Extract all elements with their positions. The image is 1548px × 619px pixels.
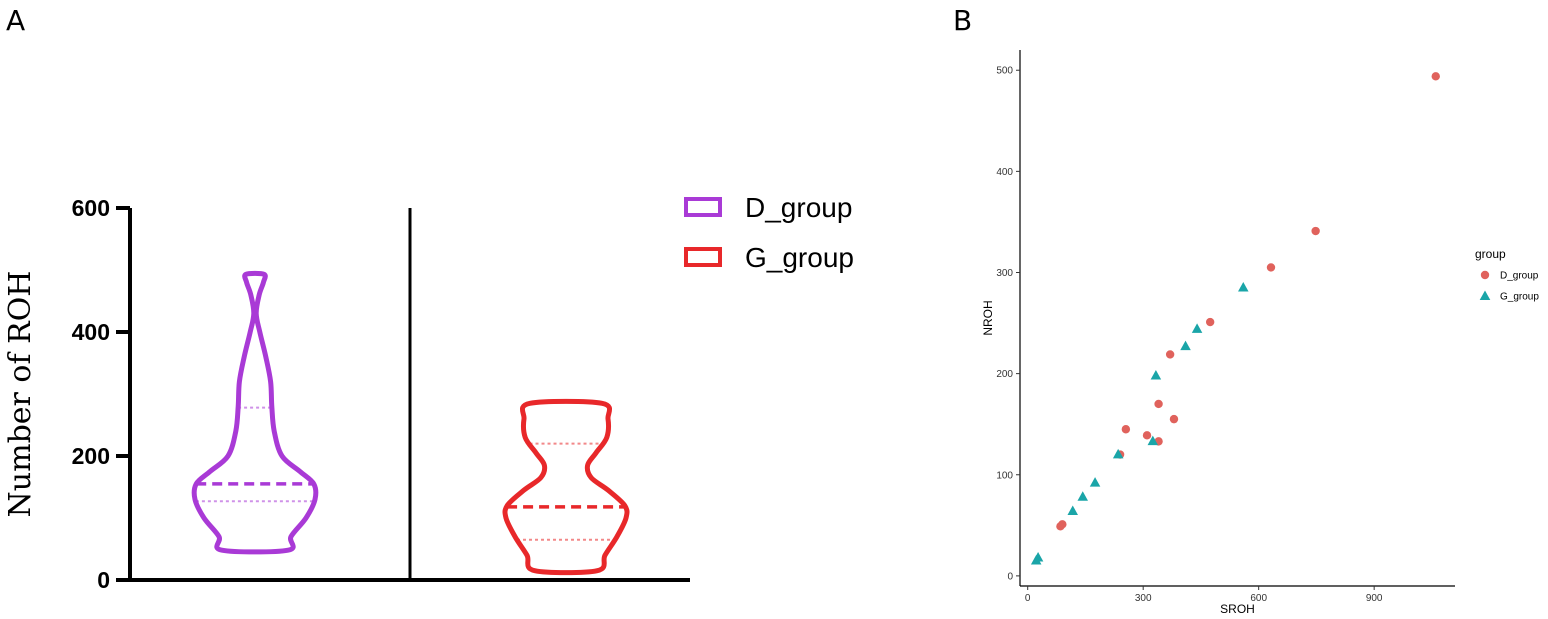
legend-swatch-g-group — [684, 247, 722, 267]
violin-plot-panel: 0 200 400 600 Number of ROH D_group G_group — [3, 192, 854, 593]
x-tick-label: 0 — [1025, 593, 1031, 604]
data-point-g-group — [1077, 491, 1088, 501]
data-point-g-group — [1191, 323, 1203, 333]
data-point-g-group — [1112, 448, 1124, 459]
data-point-g-group — [1150, 369, 1162, 380]
data-point-d-group — [1169, 414, 1179, 424]
data-point-d-group — [1121, 425, 1131, 434]
panel-b-label: B — [953, 4, 973, 37]
data-point-d-group — [1056, 522, 1065, 531]
y-tick-label: 400 — [996, 167, 1013, 178]
scatter-plot-panel: 0 300 600 900 0 100 200 300 400 500 SROH NROH group D… — [981, 50, 1539, 616]
data-point-d-group — [1154, 399, 1163, 409]
legend-key-d-group — [1480, 270, 1490, 280]
x-tick-label: 600 — [1250, 593, 1267, 604]
x-tick-label: 900 — [1366, 593, 1383, 604]
data-point-g-group — [1089, 477, 1101, 487]
data-point-d-group — [1431, 72, 1440, 81]
data-point-d-group — [1142, 431, 1152, 440]
violin-d-group — [191, 270, 319, 555]
legend-label: G_group — [1500, 292, 1539, 303]
legend-label: D_group — [1500, 271, 1539, 282]
y-tick-label: 400 — [72, 319, 110, 345]
y-tick-label: 200 — [72, 443, 110, 469]
y-tick-label: 600 — [72, 195, 110, 221]
panel-a-label: A — [6, 4, 26, 37]
data-point-g-group — [1067, 505, 1078, 515]
y-tick-label: 300 — [996, 268, 1013, 279]
data-point-d-group — [1311, 226, 1320, 236]
y-axis-title: Number of ROH — [3, 271, 38, 518]
legend-label: D_group — [745, 192, 852, 223]
data-point-g-group — [1180, 340, 1191, 351]
data-point-d-group — [1266, 263, 1276, 272]
y-tick-label: 0 — [97, 567, 110, 593]
y-axis-title: NROH — [981, 300, 995, 335]
data-point-g-group — [1238, 281, 1249, 292]
legend-swatch-d-group — [684, 197, 722, 217]
violin-g-group — [502, 398, 630, 576]
legend-key-g-group — [1479, 290, 1491, 300]
legend-title: group — [1475, 247, 1506, 261]
data-point-d-group — [1165, 350, 1175, 359]
data-point-d-group — [1205, 317, 1215, 327]
y-tick-label: 200 — [996, 369, 1013, 380]
y-tick-label: 500 — [996, 66, 1013, 77]
y-tick-label: 0 — [1007, 571, 1013, 582]
y-tick-label: 100 — [996, 470, 1013, 481]
legend-label: G_group — [745, 242, 854, 273]
x-tick-label: 300 — [1135, 593, 1152, 604]
data-point-g-group — [1147, 435, 1159, 446]
data-point-g-group — [1030, 555, 1042, 565]
x-axis-title: SROH — [1220, 602, 1255, 616]
